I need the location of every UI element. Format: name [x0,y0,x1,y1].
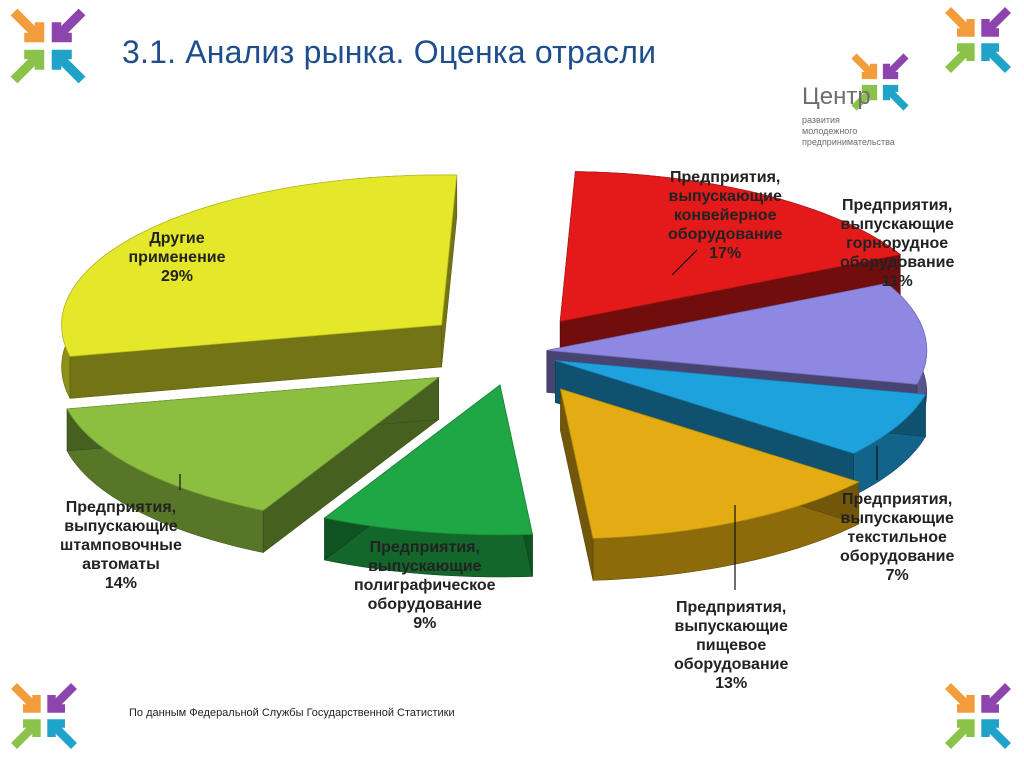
slice-percent: 7% [885,566,909,584]
slice-label-line: Предприятия, [841,196,953,214]
pie-slice [546,282,928,385]
slide-title: 3.1. Анализ рынка. Оценка отрасли [122,34,657,70]
slice-label-line: оборудование [840,547,955,565]
slice-label-line: выпускающие [840,215,954,233]
slice-label-line: штамповочные [60,536,182,554]
slice-label-line: Предприятия, [675,598,787,616]
slice-label-line: выпускающие [674,617,788,635]
slice-percent: 14% [104,574,137,592]
logo-icon [851,53,909,111]
slice-label-line: оборудование [668,225,783,243]
arrow-icon [10,8,86,84]
arrow-icon [11,683,77,749]
pie-slice [559,388,860,539]
slice-label-line: Другие [149,229,205,247]
slice-label: Другие применение 29% [129,229,226,286]
slice-label-line: Предприятия, [669,168,781,186]
slice-label-line: выпускающие [840,509,954,527]
slice-label-line: пищевое [696,636,767,654]
slice-percent: 17% [709,244,742,262]
slice-label-line: полиграфическое [354,576,496,594]
slice-label: Предприятия, выпускающие штамповочные автом… [60,498,182,593]
logo-subtitle-line: развития [802,115,840,125]
slice-label-line: Предприятия, [65,498,177,516]
slice-label-line: горнорудное [846,234,949,252]
slice-label-line: оборудование [367,595,482,613]
slice-label: Предприятия, выпускающие конвейерное оборуд… [668,168,782,263]
pie-slice [66,376,440,511]
slice-label: Предприятия, выпускающие горнорудное оборуд… [840,196,954,291]
slice-percent: 9% [413,614,437,632]
leader-lines [179,249,878,590]
slice-label-line: оборудование [840,253,955,271]
slice-label-line: текстильное [847,528,947,546]
logo-subtitle: развития молодежного предпринимательства [802,115,895,148]
logo-name: Центр [802,83,871,110]
leader-line [671,249,698,276]
slice-label-line: выпускающие [668,187,782,205]
pie-slice [61,174,458,357]
pie-slice [323,384,533,536]
slice-percent: 11% [881,272,913,290]
slice-label: Предприятия, выпускающие пищевое оборудован… [674,598,788,693]
slice-label-line: конвейерное [673,206,777,224]
pie-slice [555,360,927,454]
arrow-icon [945,7,1011,73]
logo: Центр развития молодежного предпринимате… [802,84,895,148]
slice-label: Предприятия, выпускающие полиграфическое об… [354,538,496,633]
source-note: По данным Федеральной Службы Государстве… [129,707,455,719]
slice-label-line: Предприятия, [369,538,480,556]
pie-tops [61,171,928,539]
slice-label: Предприятия, выпускающие текстильное оборуд… [840,490,954,585]
pie-slice [559,171,902,322]
slice-label-line: оборудование [674,655,789,673]
slice-label-line: Предприятия, [841,490,953,508]
logo-subtitle-line: молодежного [802,126,858,136]
arrow-icon [945,683,1011,749]
logo-subtitle-line: предпринимательства [802,137,895,147]
slice-label-line: выпускающие [368,557,482,575]
slice-percent: 13% [715,674,748,692]
slice-label-line: выпускающие [64,517,178,535]
slice-percent: 29% [160,267,193,285]
slice-label-line: применение [128,248,226,266]
slice-label-line: автоматы [82,555,160,573]
